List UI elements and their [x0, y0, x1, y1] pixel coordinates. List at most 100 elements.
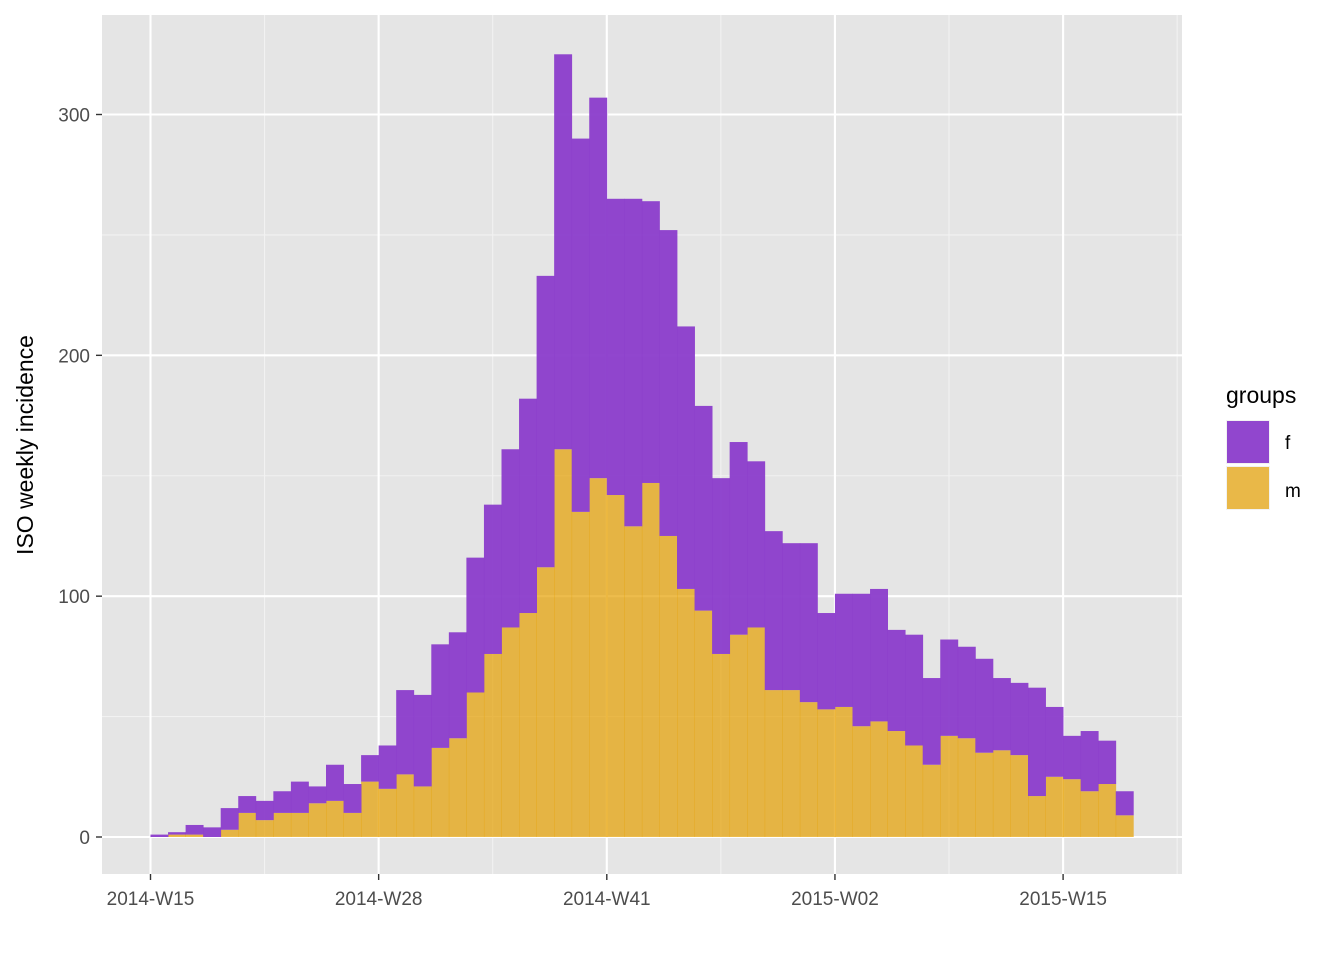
bar-f	[1098, 740, 1117, 785]
bar-m	[1010, 755, 1029, 837]
bar-f	[852, 593, 871, 727]
bar-f	[203, 827, 222, 837]
bar-f	[712, 478, 731, 654]
bar-m	[1098, 784, 1117, 837]
bar-f	[466, 557, 485, 693]
bar-m	[255, 820, 274, 837]
bar-m	[887, 731, 906, 837]
bar-m	[606, 495, 625, 837]
bar-m	[1045, 776, 1064, 837]
bar-m	[308, 803, 327, 837]
bar-f	[870, 588, 888, 722]
bar-m	[764, 690, 783, 837]
bar-m	[799, 702, 818, 837]
bar-f	[255, 800, 274, 821]
bar-f	[220, 808, 239, 830]
bar-m	[431, 747, 450, 837]
x-tick-label: 2014-W15	[107, 889, 195, 910]
bar-m	[589, 478, 608, 837]
y-tick-label: 300	[58, 106, 90, 127]
bar-m	[1063, 779, 1082, 837]
bar-m	[396, 774, 415, 837]
bar-f	[185, 824, 204, 835]
bar-m	[852, 726, 871, 837]
x-tick-label: 2014-W41	[563, 889, 651, 910]
bar-f	[290, 781, 309, 813]
bar-m	[1028, 796, 1046, 837]
bar-m	[185, 834, 204, 837]
bar-f	[448, 632, 467, 739]
bar-f	[677, 326, 695, 589]
bar-f	[940, 639, 959, 736]
bar-m	[466, 692, 485, 837]
bar-f	[326, 764, 344, 801]
bar-f	[238, 796, 257, 813]
bar-f	[396, 690, 415, 775]
bar-m	[712, 653, 731, 837]
legend-label-m: m	[1285, 481, 1301, 502]
x-tick-label: 2014-W28	[335, 889, 423, 910]
bar-m	[273, 812, 292, 837]
bar-m	[975, 752, 994, 837]
bar-f	[641, 201, 660, 483]
legend-title: groups	[1226, 382, 1296, 408]
bar-f	[378, 745, 397, 789]
bar-m	[238, 812, 257, 837]
bar-m	[483, 653, 502, 837]
bar-m	[361, 781, 380, 837]
bar-f	[150, 834, 169, 837]
bar-f	[413, 694, 432, 787]
bar-f	[975, 658, 994, 753]
bar-f	[782, 543, 801, 691]
bar-f	[501, 449, 520, 628]
bar-f	[729, 442, 748, 635]
bar-m	[501, 627, 520, 837]
bar-f	[694, 405, 713, 611]
bar-m	[834, 706, 853, 837]
bar-f	[571, 138, 590, 512]
bar-m	[659, 535, 678, 837]
y-tick-label: 200	[58, 346, 90, 367]
bar-f	[1115, 791, 1134, 816]
bar-f	[992, 678, 1011, 751]
bar-f	[887, 629, 906, 732]
bar-f	[536, 275, 555, 568]
bar-f	[659, 230, 678, 536]
bar-m	[677, 588, 695, 837]
bar-m	[905, 745, 924, 837]
bar-m	[624, 526, 643, 837]
bar-m	[220, 829, 239, 837]
bar-m	[168, 834, 186, 837]
bar-m	[870, 721, 888, 837]
bar-f	[168, 832, 186, 835]
bar-m	[782, 690, 801, 837]
bar-f	[1028, 687, 1046, 797]
bar-m	[957, 738, 976, 837]
series-f-bars	[150, 54, 1134, 837]
bar-f	[1045, 706, 1064, 777]
bar-f	[624, 198, 643, 527]
bar-f	[361, 755, 380, 782]
bar-f	[799, 543, 818, 703]
bar-f	[1010, 682, 1029, 756]
bar-f	[957, 646, 976, 739]
bar-f	[554, 54, 573, 450]
bar-f	[1063, 735, 1082, 780]
y-axis-title: ISO weekly incidence	[12, 335, 38, 555]
bar-m	[343, 812, 362, 837]
bar-m	[729, 634, 748, 837]
bar-f	[431, 644, 450, 748]
legend-label-f: f	[1285, 433, 1291, 454]
legend-swatch-f	[1227, 421, 1269, 463]
bar-m	[694, 610, 713, 837]
bar-f	[589, 97, 608, 479]
bar-m	[326, 800, 344, 837]
bar-f	[343, 784, 362, 813]
x-axis: 2014-W15 2014-W28 2014-W41 2015-W02 2015-W15	[107, 874, 1107, 910]
legend: groups f m	[1226, 382, 1301, 510]
bar-f	[1080, 731, 1099, 792]
bar-m	[378, 788, 397, 837]
bar-m	[747, 627, 766, 837]
